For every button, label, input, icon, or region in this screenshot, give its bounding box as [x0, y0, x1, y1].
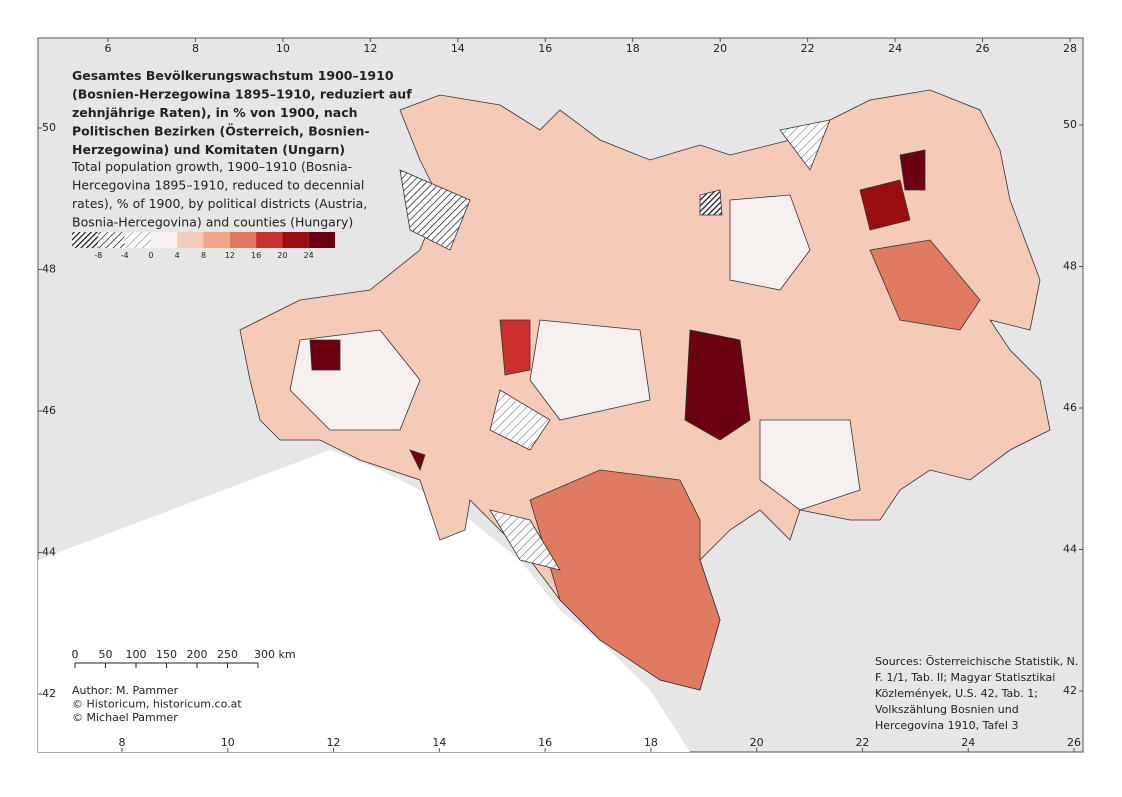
graticule-label: 12 [363, 42, 377, 55]
legend-swatch [282, 232, 309, 248]
subtitle-line: Bosnia-Hercegovina) and counties (Hungar… [72, 215, 353, 230]
graticule-label: 22 [855, 736, 869, 749]
legend-swatch [124, 232, 151, 248]
legend-label: -8 [94, 251, 102, 260]
legend-swatch [150, 232, 178, 248]
scale-label: 0 [72, 648, 79, 661]
graticule-label: 50 [1063, 118, 1077, 131]
graticule-label: 26 [1067, 736, 1081, 749]
graticule-label: 8 [119, 736, 126, 749]
legend-label: 20 [277, 251, 287, 260]
graticule-label: 18 [626, 42, 640, 55]
graticule-label: 10 [221, 736, 235, 749]
sources-line: Hercegovina 1910, Tafel 3 [875, 719, 1018, 732]
graticule-label: 46 [42, 404, 56, 417]
legend-label: 4 [175, 251, 180, 260]
graticule-label: 50 [42, 121, 56, 134]
legend-swatch [203, 232, 230, 248]
graticule-label: 8 [192, 42, 199, 55]
graticule-label: 16 [538, 736, 552, 749]
title-english: Total population growth, 1900–1910 (Bosn… [71, 159, 367, 230]
subtitle-line: rates), % of 1900, by political district… [72, 196, 367, 211]
scale-label: 150 [156, 648, 177, 661]
graticule-label: 18 [644, 736, 658, 749]
graticule-label: 16 [538, 42, 552, 55]
title-line: Herzegowina) und Komitaten (Ungarn) [72, 142, 345, 157]
scale-bar: 0 50 100 150 200 250 300 km [72, 648, 296, 668]
legend-label: 16 [251, 251, 261, 260]
title-line: (Bosnien-Herzegowina 1895–1910, reduzier… [72, 87, 412, 102]
author-line: Author: M. Pammer [72, 684, 179, 697]
title-line: Politischen Bezirken (Österreich, Bosnie… [72, 124, 370, 139]
sources-line: Közlemények, U.S. 42, Tab. 1; [875, 687, 1038, 700]
legend-swatch [229, 232, 257, 248]
legend-label: -4 [121, 251, 129, 260]
graticule-label: 20 [713, 42, 727, 55]
title-line: zehnjährige Raten), in % von 1900, nach [72, 105, 358, 120]
legend-label: 24 [304, 251, 314, 260]
graticule-label: 42 [42, 687, 56, 700]
sources-line: Sources: Österreichische Statistik, N. [875, 655, 1078, 668]
scale-label: 250 [217, 648, 238, 661]
legend: -8 -4 0 4 8 12 16 20 24 [72, 232, 335, 260]
graticule-label: 14 [432, 736, 446, 749]
graticule-label: 48 [1063, 260, 1077, 273]
title-line: Gesamtes Bevölkerungswachstum 1900–1910 [72, 68, 394, 83]
graticule-label: 10 [276, 42, 290, 55]
graticule-label: 6 [105, 42, 112, 55]
scale-label: 300 km [254, 648, 296, 661]
sources-line: F. 1/1, Tab. II; Magyar Statisztikai [875, 671, 1055, 684]
map-land [239, 89, 1051, 691]
legend-label: 0 [148, 251, 153, 260]
legend-label: 12 [225, 251, 235, 260]
graticule-label: 28 [1063, 42, 1077, 55]
graticule-label: 46 [1063, 401, 1077, 414]
graticule-label: 12 [327, 736, 341, 749]
author-line: © Historicum, historicum.co.at [72, 698, 242, 711]
graticule: 6 8 10 12 14 16 18 20 22 24 26 28 8 10 12 14 16 18 20 22 24 2… [38, 38, 1083, 752]
sea [38, 450, 690, 752]
scale-label: 100 [126, 648, 147, 661]
notes: Author: M. Pammer© Historicum, historicu… [72, 655, 1078, 732]
legend-label: 8 [201, 251, 206, 260]
graticule-label: 26 [976, 42, 990, 55]
subtitle-line: Total population growth, 1900–1910 (Bosn… [71, 159, 352, 174]
sources-line: Volkszählung Bosnien und [875, 703, 1019, 716]
legend-swatch [256, 232, 283, 248]
graticule-label: 44 [42, 546, 56, 559]
graticule-label: 14 [451, 42, 465, 55]
legend-swatch [72, 232, 99, 248]
legend-swatch [98, 232, 125, 248]
author-line: © Michael Pammer [72, 711, 178, 724]
legend-swatch [177, 232, 204, 248]
scale-label: 50 [99, 648, 113, 661]
graticule-label: 24 [961, 736, 975, 749]
scale-label: 200 [187, 648, 208, 661]
graticule-label: 48 [42, 263, 56, 276]
legend-swatch [308, 232, 335, 248]
title-german: Gesamtes Bevölkerungswachstum 1900–1910 (… [72, 68, 412, 157]
graticule-label: 44 [1063, 543, 1077, 556]
subtitle-line: Hercegovina 1895–1910, reduced to decenn… [72, 178, 364, 193]
graticule-label: 22 [801, 42, 815, 55]
graticule-label: 20 [750, 736, 764, 749]
graticule-label: 42 [1063, 684, 1077, 697]
graticule-label: 24 [888, 42, 902, 55]
